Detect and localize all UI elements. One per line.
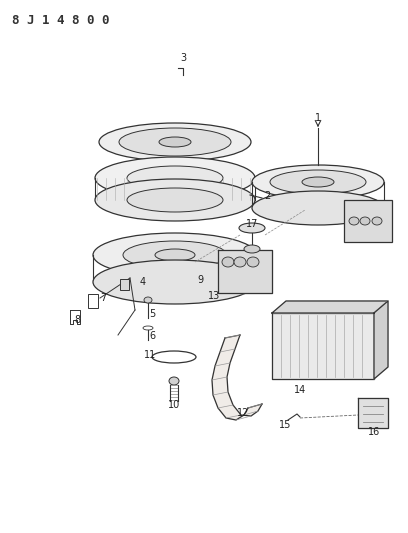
Polygon shape bbox=[374, 301, 388, 379]
Text: 13: 13 bbox=[208, 291, 220, 301]
Polygon shape bbox=[272, 313, 374, 379]
Text: 8: 8 bbox=[74, 315, 80, 325]
Ellipse shape bbox=[360, 217, 370, 225]
FancyBboxPatch shape bbox=[120, 279, 129, 290]
Ellipse shape bbox=[95, 157, 255, 199]
Text: 4: 4 bbox=[140, 277, 146, 287]
Polygon shape bbox=[358, 398, 388, 428]
Text: 9: 9 bbox=[197, 275, 203, 285]
Ellipse shape bbox=[119, 128, 231, 156]
Ellipse shape bbox=[244, 245, 260, 253]
Text: 12: 12 bbox=[237, 408, 249, 418]
Ellipse shape bbox=[127, 188, 223, 212]
Text: 7: 7 bbox=[100, 293, 106, 303]
Ellipse shape bbox=[270, 170, 366, 194]
Polygon shape bbox=[212, 335, 262, 420]
FancyBboxPatch shape bbox=[344, 200, 392, 242]
Ellipse shape bbox=[93, 233, 257, 277]
Ellipse shape bbox=[252, 191, 384, 225]
Ellipse shape bbox=[99, 123, 251, 161]
Ellipse shape bbox=[234, 257, 246, 267]
Text: 6: 6 bbox=[149, 331, 155, 341]
Text: 8 J 1 4 8 0 0: 8 J 1 4 8 0 0 bbox=[12, 14, 109, 27]
Text: 11: 11 bbox=[144, 350, 156, 360]
Text: 3: 3 bbox=[180, 53, 186, 63]
Ellipse shape bbox=[155, 249, 195, 261]
Ellipse shape bbox=[252, 165, 384, 199]
Ellipse shape bbox=[169, 377, 179, 385]
Ellipse shape bbox=[144, 297, 152, 303]
Ellipse shape bbox=[159, 137, 191, 147]
Polygon shape bbox=[272, 301, 388, 313]
Ellipse shape bbox=[222, 257, 234, 267]
Text: 16: 16 bbox=[368, 427, 380, 437]
Text: 1: 1 bbox=[315, 113, 321, 123]
Polygon shape bbox=[218, 250, 272, 293]
Ellipse shape bbox=[123, 241, 227, 269]
Ellipse shape bbox=[239, 223, 265, 233]
Ellipse shape bbox=[127, 166, 223, 190]
Ellipse shape bbox=[349, 217, 359, 225]
Text: 17: 17 bbox=[246, 219, 258, 229]
Text: 5: 5 bbox=[149, 309, 155, 319]
Text: 15: 15 bbox=[279, 420, 291, 430]
Ellipse shape bbox=[247, 257, 259, 267]
Ellipse shape bbox=[302, 177, 334, 187]
Text: 2: 2 bbox=[264, 191, 270, 201]
Ellipse shape bbox=[95, 179, 255, 221]
Ellipse shape bbox=[93, 260, 257, 304]
Ellipse shape bbox=[372, 217, 382, 225]
Text: 14: 14 bbox=[294, 385, 306, 395]
Text: 10: 10 bbox=[168, 400, 180, 410]
